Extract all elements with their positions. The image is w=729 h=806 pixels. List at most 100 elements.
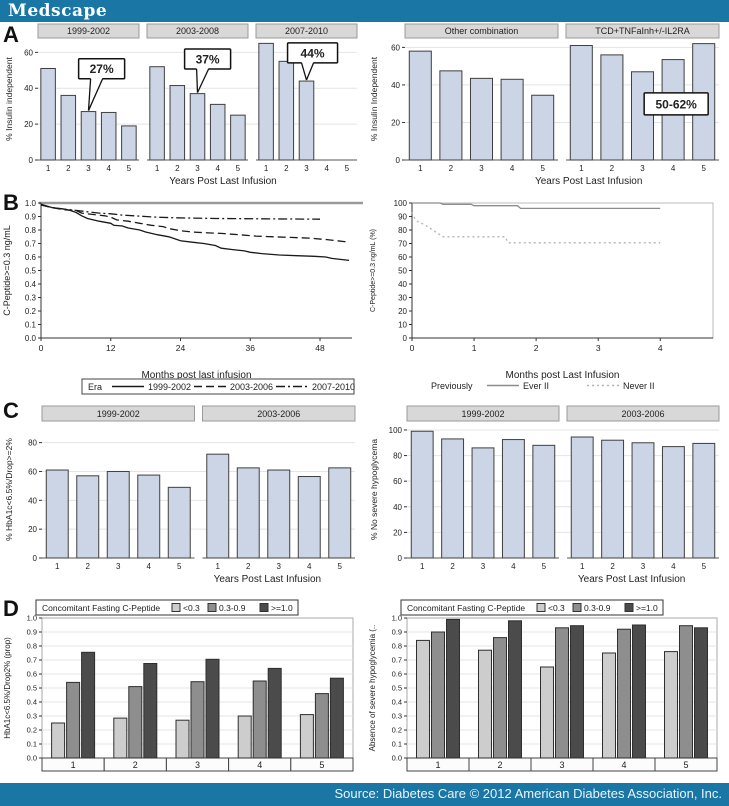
y-axis-label: % Insulin independent (4, 57, 14, 141)
x-tick-label: 4 (324, 164, 329, 173)
x-tick-label: 48 (315, 343, 325, 353)
x-tick-label: 2 (86, 562, 91, 571)
y-axis-label: % Insulin Independent (369, 56, 379, 141)
y-tick-label: 60 (28, 467, 37, 476)
bar (501, 439, 525, 559)
x-category-label: 1 (435, 760, 440, 770)
y-tick-label: 50 (398, 267, 407, 276)
group-header-label: 1999-2002 (67, 26, 110, 36)
group-header (146, 23, 249, 39)
bar (230, 114, 246, 161)
y-tick-label: 0.1 (392, 740, 402, 749)
x-category-label: 3 (195, 760, 200, 770)
footer-bar (0, 783, 729, 806)
y-tick-label: 0.0 (25, 334, 37, 343)
y-tick-label: 0.7 (392, 656, 402, 665)
bar (601, 439, 625, 559)
x-tick-label: 1 (580, 562, 585, 571)
x-category-label: 4 (257, 760, 262, 770)
callout-text: 37% (196, 52, 220, 66)
y-tick-label: 0.0 (27, 754, 37, 763)
bar (209, 103, 226, 161)
bar (314, 693, 329, 759)
bar (500, 78, 524, 161)
bar (679, 625, 693, 759)
legend-swatch (624, 603, 634, 612)
x-tick-label: 5 (345, 164, 350, 173)
x-tick-label: 4 (510, 164, 515, 173)
x-tick-label: 5 (338, 562, 343, 571)
x-tick-label: 2 (175, 164, 180, 173)
legend-label: 0.3-0.9 (219, 603, 246, 613)
bar (408, 50, 432, 161)
x-tick-label: 2 (534, 343, 539, 353)
x-tick-label: 4 (511, 562, 516, 571)
x-tick-label: 3 (479, 164, 484, 173)
y-tick-label: 30 (398, 294, 407, 303)
bar (121, 125, 137, 161)
plot-frame (411, 202, 714, 339)
legend-title: Era (88, 382, 102, 392)
bar (630, 71, 655, 161)
header-bar (0, 0, 729, 22)
bar (205, 658, 220, 759)
x-tick-label: 5 (177, 562, 182, 571)
bar (570, 625, 584, 759)
x-axis-label: Years Post Last Infusion (535, 176, 642, 187)
panel-c-right-chart: % No severe hypoglycema 0 20 40 60 80 100 1999-… (369, 405, 720, 585)
bar (206, 453, 230, 559)
x-tick-label: 1 (216, 562, 221, 571)
callout-pointer-edge (300, 62, 308, 81)
panel-d-left-chart: HbA1c<6.5%/Drop2% (prop) 0.0 0.1 0.2 0.3 0.4 0… (3, 599, 354, 772)
series-line (412, 202, 661, 210)
y-tick-label: 0.3 (25, 294, 37, 303)
y-tick-label: 0 (398, 554, 403, 563)
y-tick-label: 0.6 (27, 670, 37, 679)
y-tick-label: 20 (398, 307, 407, 316)
bar (540, 666, 554, 759)
bar (469, 77, 494, 161)
legend-label: >=1.0 (636, 603, 658, 613)
panel-letter-d: D (3, 596, 19, 621)
panel-a-right-chart: % Insulin Independent 0 20 40 60 Other combin… (369, 23, 720, 187)
x-tick-label: 3 (195, 164, 200, 173)
x-tick-label: 4 (658, 343, 663, 353)
legend-label: Ever II (523, 381, 549, 391)
bar (439, 70, 463, 161)
x-category-label: 2 (133, 760, 138, 770)
y-tick-label: 60 (398, 253, 407, 262)
x-tick-label: 1 (155, 164, 160, 173)
y-tick-label: 80 (393, 452, 402, 461)
bar (267, 469, 291, 559)
callout-pointer-edge (87, 78, 92, 111)
y-tick-label: 100 (389, 426, 403, 435)
y-tick-label: 70 (398, 240, 407, 249)
bar (692, 442, 716, 559)
bar (66, 681, 81, 759)
group-header (406, 405, 560, 422)
legend-label: 1999-2002 (148, 382, 191, 392)
y-tick-label: 10 (398, 321, 407, 330)
y-tick-label: 40 (28, 496, 37, 505)
bar (128, 686, 143, 759)
legend-swatch (536, 603, 546, 612)
x-tick-label: 2 (450, 562, 455, 571)
y-tick-label: 80 (28, 439, 37, 448)
series-line (411, 212, 661, 244)
y-tick-label: 80 (398, 226, 407, 235)
group-header (566, 405, 720, 422)
bar (258, 42, 274, 161)
panel-letter-c: C (3, 398, 19, 423)
series-line (40, 203, 350, 262)
x-tick-label: 5 (702, 562, 707, 571)
x-tick-label: 5 (540, 164, 545, 173)
bar (664, 651, 678, 759)
x-tick-label: 2 (66, 164, 71, 173)
callout-text: 44% (301, 46, 325, 60)
bar (297, 476, 321, 559)
bar (278, 60, 295, 161)
panel-a-left-chart: % Insulin independent 0 20 40 60 1999-2002 1 2 3… (4, 23, 358, 187)
bar (175, 719, 190, 759)
bar (431, 631, 445, 759)
y-tick-label: 0.0 (392, 754, 402, 763)
